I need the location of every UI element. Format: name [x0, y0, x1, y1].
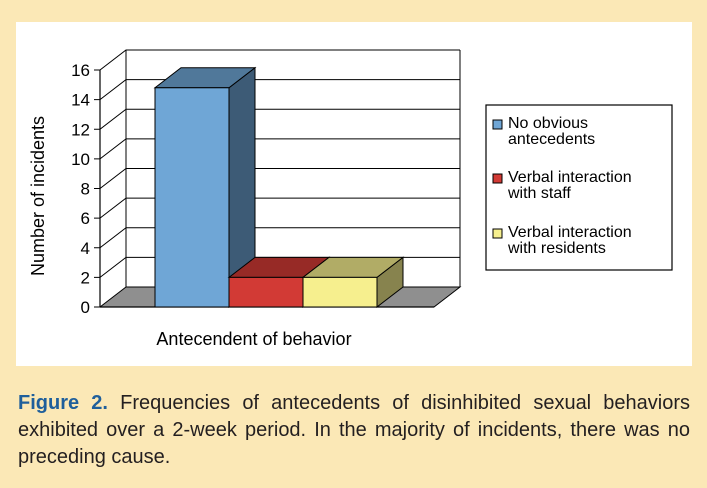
bar-3 — [301, 256, 405, 309]
legend-swatch — [492, 173, 503, 184]
y-tick-label: 4 — [81, 239, 90, 258]
bar-chart: 0 2 4 6 8 10 12 14 16 Number of incidents Antece… — [28, 49, 673, 349]
y-tick-label: 12 — [71, 120, 90, 139]
legend-label-line2: with residents — [507, 240, 606, 257]
legend-swatch — [492, 228, 503, 239]
y-tick-label: 8 — [81, 180, 90, 199]
figure-label: Figure 2. — [18, 392, 108, 414]
x-axis-title: Antecendent of behavior — [156, 329, 351, 349]
legend-entry-verbal-interaction-residents: Verbal interaction with residents — [492, 224, 632, 257]
gridline — [99, 197, 460, 219]
gridline — [99, 108, 460, 130]
legend-swatch — [492, 119, 503, 130]
gridline — [99, 49, 460, 71]
y-tick-label: 0 — [81, 298, 90, 317]
legend-label-line1: Verbal interaction — [508, 169, 632, 186]
legend-label-line2: with staff — [507, 185, 571, 202]
gridline — [99, 79, 460, 101]
legend-label-line1: No obvious — [508, 115, 588, 132]
y-tick-label: 16 — [71, 61, 90, 80]
legend-label-line1: Verbal interaction — [508, 224, 632, 241]
bars — [153, 66, 405, 309]
bar-front — [302, 276, 378, 308]
bar-1 — [153, 66, 257, 309]
legend-entry-no-obvious-antecedents: No obvious antecedents — [492, 115, 595, 148]
legend-entry-verbal-interaction-staff: Verbal interaction with staff — [492, 169, 632, 202]
legend-label-line2: antecedents — [508, 131, 595, 148]
legend: No obvious antecedents Verbal interactio… — [485, 104, 673, 271]
y-tick-labels: 0 2 4 6 8 10 12 14 16 — [71, 61, 90, 317]
y-axis-title: Number of incidents — [28, 116, 48, 276]
legend-box — [485, 104, 673, 271]
figure-caption-text: Frequencies of antecedents of disinhibit… — [18, 392, 690, 468]
gridline — [99, 138, 460, 160]
bar-front — [154, 87, 230, 308]
y-tick-label: 2 — [81, 268, 90, 287]
bar-front — [228, 276, 304, 308]
y-tick-label: 6 — [81, 209, 90, 228]
gridline — [99, 168, 460, 189]
chart-panel: 0 2 4 6 8 10 12 14 16 Number of incidents Antece… — [16, 22, 692, 366]
y-tick-label: 14 — [71, 91, 90, 110]
figure-caption: Figure 2. Frequencies of antecedents of … — [18, 390, 690, 471]
gridline — [99, 227, 460, 249]
y-tick-label: 10 — [71, 150, 90, 169]
